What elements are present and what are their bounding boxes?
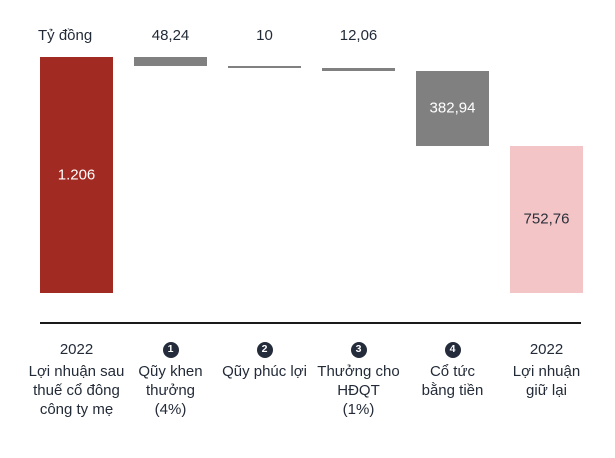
bar-value-label-2: 48,24 <box>151 27 190 44</box>
category-name-line: công ty mẹ <box>39 401 114 418</box>
year-label: 2022 <box>529 341 564 358</box>
step-badge-4: 4 <box>444 341 461 358</box>
axis-unit-label: Tỷ đồng <box>38 27 93 44</box>
category-name-line: thưởng <box>145 382 196 399</box>
category-name-line: Cổ tức <box>429 363 476 380</box>
x-axis-line <box>40 322 581 324</box>
x-axis-label-4: 3 Thưởng cho HĐQT (1%) <box>301 341 417 419</box>
x-axis-label-5: 4 Cổ tức bằng tiền <box>395 341 511 400</box>
category-name-line: Qũy phúc lợi <box>222 363 307 380</box>
bar-3 <box>228 66 301 69</box>
bar-value-label-1: 1.206 <box>57 166 96 184</box>
category-name-line: HĐQT <box>337 382 380 399</box>
x-axis-label-6: 2022 Lợi nhuận giữ lại <box>489 341 605 400</box>
category-name-line: Lợi nhuận sau <box>28 363 125 380</box>
category-name-line: bằng tiền <box>421 382 484 399</box>
bar-2 <box>134 57 207 67</box>
x-axis-label-3: 2 Qũy phúc lợi <box>207 341 323 381</box>
bar-value-label-6: 752,76 <box>523 210 570 228</box>
bar-value-label-4: 12,06 <box>339 27 378 44</box>
step-badge-2: 2 <box>256 341 273 358</box>
category-name-line: (4%) <box>154 401 187 418</box>
category-name-line: Qũy khen <box>138 363 203 380</box>
category-name-line: thuế cổ đông <box>33 382 120 399</box>
step-badge-1: 1 <box>162 341 179 358</box>
category-name-line: Lợi nhuận <box>512 363 581 380</box>
x-axis-label-2: 1 Qũy khen thưởng (4%) <box>113 341 229 419</box>
bar-value-label-3: 10 <box>256 27 273 44</box>
bar-5 <box>416 70 489 146</box>
year-label: 2022 <box>59 341 94 358</box>
bar-value-label-5: 382,94 <box>429 99 476 117</box>
category-name-line: giữ lại <box>526 382 567 399</box>
x-axis-label-1: 2022 Lợi nhuận sau thuế cổ đông công ty mẹ <box>19 341 135 419</box>
bar-6 <box>510 145 583 293</box>
bar-1 <box>40 57 113 293</box>
step-badge-3: 3 <box>350 341 367 358</box>
category-name-line: (1%) <box>342 401 375 418</box>
bar-4 <box>322 68 395 71</box>
category-name-line: Thưởng cho <box>317 363 400 380</box>
